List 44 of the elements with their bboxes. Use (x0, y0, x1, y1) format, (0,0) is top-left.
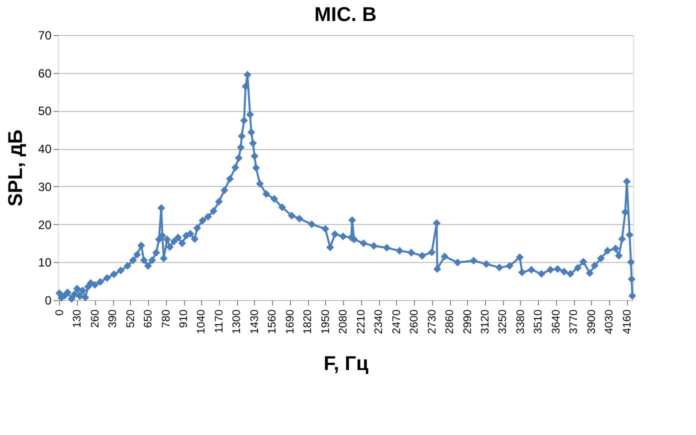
x-axis-title: F, Гц (324, 352, 370, 375)
x-tick-label: 0 (54, 310, 66, 316)
x-tick-label: 2860 (444, 310, 456, 334)
y-tick-label: 40 (38, 142, 52, 156)
y-tick-label: 50 (38, 104, 52, 118)
x-tick-label: 4030 (604, 310, 616, 334)
x-tick-label: 2210 (355, 310, 368, 334)
x-tick-label: 780 (160, 310, 172, 328)
x-tick-label: 650 (142, 310, 155, 328)
x-tick-label: 2730 (426, 310, 438, 334)
chart-title: MIC. B (314, 4, 377, 26)
y-tick-label: 70 (38, 28, 52, 42)
x-tick-label: 390 (107, 310, 120, 328)
y-tick-label: 60 (38, 66, 52, 80)
x-tick-label: 3380 (514, 310, 527, 334)
x-tick-label: 2990 (462, 310, 474, 334)
x-tick-label: 130 (72, 310, 84, 328)
x-tick-label: 1170 (213, 310, 226, 334)
x-tick-label: 520 (124, 310, 137, 328)
y-tick-label: 0 (44, 294, 52, 308)
x-tick-label: 3640 (550, 310, 562, 334)
y-tick-label: 10 (38, 256, 52, 270)
x-tick-label: 2340 (373, 310, 386, 334)
x-tick-label: 1430 (248, 310, 261, 334)
x-tick-label: 2470 (390, 310, 403, 334)
x-tick-label: 2080 (338, 310, 350, 334)
x-tick-label: 2600 (408, 310, 421, 334)
x-tick-label: 3770 (568, 310, 580, 334)
x-tick-label: 1300 (231, 310, 244, 334)
y-tick-label: 20 (38, 218, 52, 232)
x-tick-label: 3120 (479, 310, 492, 334)
x-tick-label: 1690 (284, 310, 296, 334)
x-tick-label: 3250 (497, 310, 510, 334)
x-tick-label: 1560 (266, 310, 279, 334)
y-tick-label: 30 (38, 180, 52, 194)
x-tick-label: 3900 (586, 310, 598, 334)
x-tick-label: 910 (178, 310, 190, 328)
x-tick-label: 260 (89, 310, 102, 328)
x-tick-label: 1950 (320, 310, 332, 334)
x-tick-label: 1040 (196, 310, 208, 334)
x-tick-label: 4160 (621, 310, 634, 334)
x-tick-label: 1820 (302, 310, 314, 334)
y-axis-title: SPL, дБ (5, 129, 28, 207)
x-tick-label: 3510 (532, 310, 545, 334)
